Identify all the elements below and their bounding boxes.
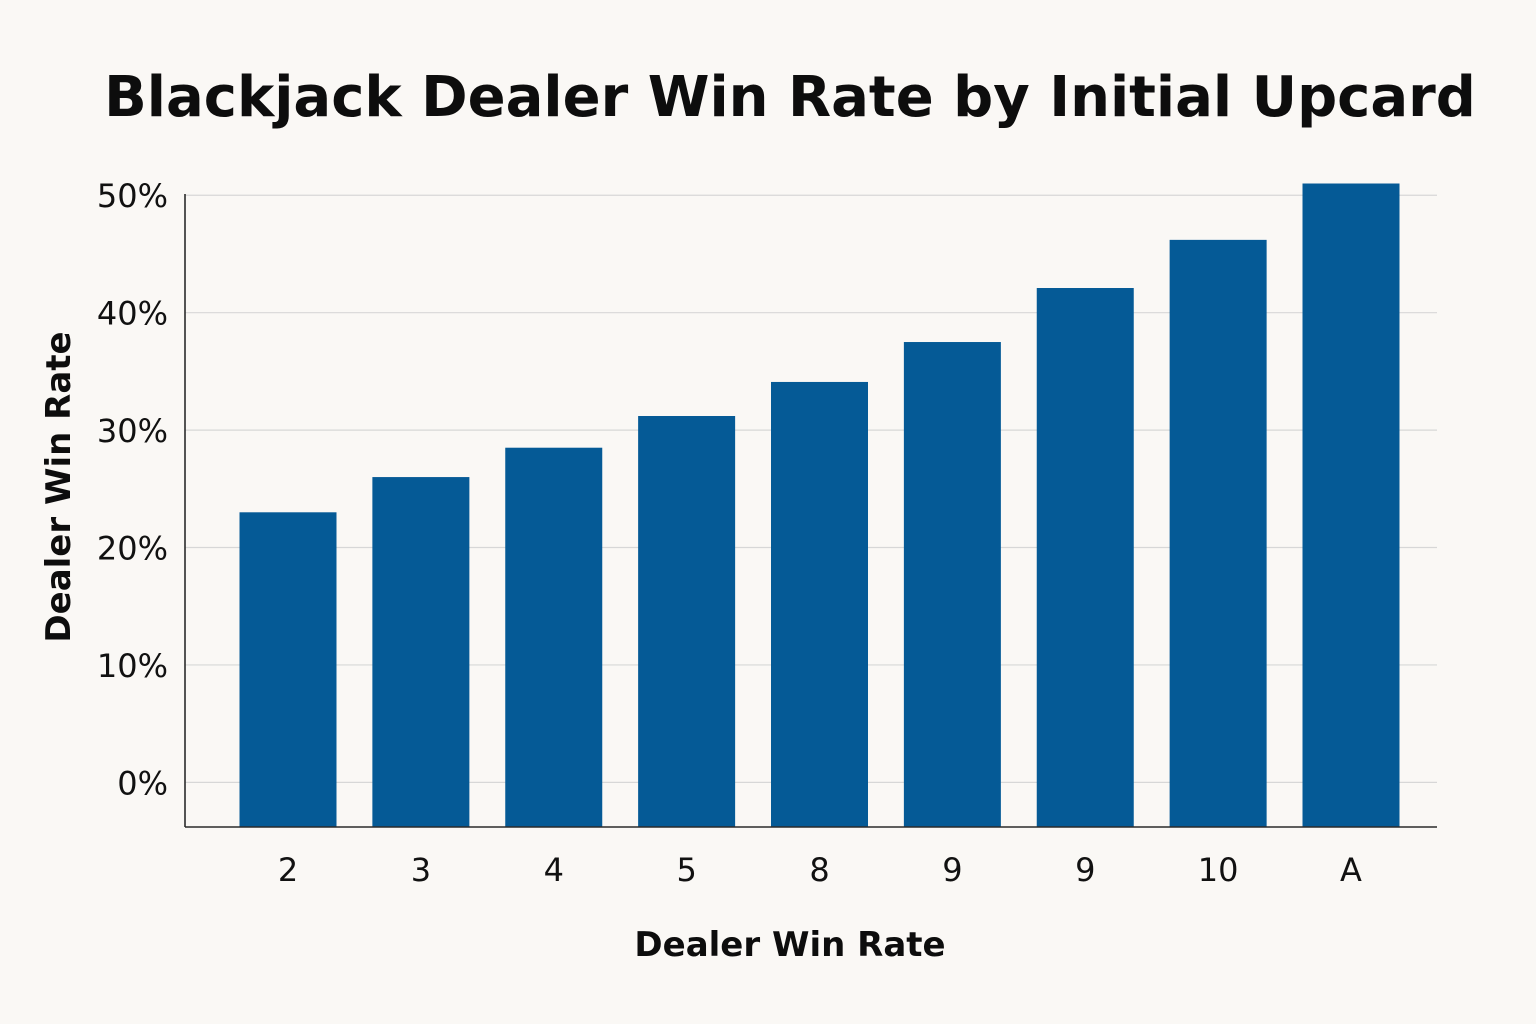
y-axis-title: Dealer Win Rate (39, 331, 79, 642)
y-tick-label: 50% (97, 177, 168, 215)
y-tick-label: 30% (97, 412, 168, 450)
bar-1 (239, 512, 337, 827)
bar-2 (372, 477, 470, 827)
x-tick-label: 3 (411, 851, 431, 889)
x-tick-label: 8 (809, 851, 829, 889)
y-axis-ticks: 0% 10% 20% 30% 40% 50% (97, 177, 168, 802)
bar-3 (505, 447, 603, 827)
x-tick-label: A (1340, 851, 1362, 889)
y-tick-label: 0% (117, 764, 168, 802)
x-axis-ticks: 2 3 4 5 8 9 9 10 A (278, 851, 1362, 889)
bar-7 (1036, 288, 1134, 828)
x-tick-label: 9 (942, 851, 962, 889)
bar-5 (771, 381, 868, 827)
y-tick-label: 40% (97, 295, 168, 333)
bar-6 (903, 342, 1001, 827)
x-tick-label: 2 (278, 851, 298, 889)
x-tick-label: 9 (1075, 851, 1095, 889)
bar-9 (1302, 183, 1400, 827)
chart-title: Blackjack Dealer Win Rate by Initial Upc… (104, 65, 1476, 130)
x-tick-label: 10 (1198, 851, 1239, 889)
bar-4 (638, 416, 736, 827)
bar-8 (1169, 239, 1267, 827)
x-tick-label: 5 (676, 851, 696, 889)
x-axis-title: Dealer Win Rate (634, 925, 945, 965)
y-tick-label: 10% (97, 647, 168, 685)
y-tick-label: 20% (97, 530, 168, 568)
x-tick-label: 4 (544, 851, 564, 889)
bars (239, 183, 1400, 828)
